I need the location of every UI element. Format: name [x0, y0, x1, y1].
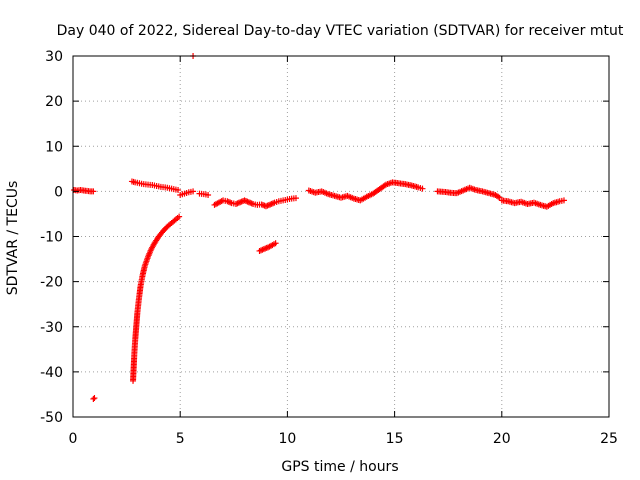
- data-point-fill: [168, 185, 175, 192]
- data-point-fill: [323, 190, 330, 197]
- data-point-fill: [555, 198, 562, 205]
- data-point-fill: [179, 191, 186, 198]
- data-point-fill: [151, 182, 158, 189]
- data-point-fill: [157, 230, 164, 237]
- y-tick-label: -50: [40, 410, 63, 426]
- data-point-fill: [265, 202, 272, 209]
- data-point-fill: [172, 186, 179, 193]
- data-point-fill: [134, 179, 141, 186]
- data-point-fill: [471, 186, 478, 193]
- y-axis-label: SDTVAR / TECUs: [5, 181, 21, 296]
- y-tick-label: 20: [45, 94, 63, 110]
- data-point-fill: [349, 194, 356, 201]
- data-point-fill: [477, 188, 484, 195]
- data-point-fill: [198, 190, 205, 197]
- x-tick-label: 25: [600, 431, 618, 447]
- data-point-fill: [259, 246, 266, 253]
- data-point-fill: [277, 197, 284, 204]
- data-point-fill: [160, 184, 167, 191]
- data-point-fill: [202, 191, 209, 198]
- x-tick-label: 20: [493, 431, 511, 447]
- data-point-fill: [154, 236, 161, 243]
- data-point-fill: [138, 180, 145, 187]
- x-tick-label: 10: [278, 431, 296, 447]
- axis-ticks: 0 5 10 15 20 25 -50 -40 -30 -20 -10 0 10 20 30: [40, 49, 618, 447]
- data-point-fill: [244, 198, 251, 205]
- data-point-fill: [144, 255, 151, 262]
- data-point-fill: [88, 188, 95, 195]
- data-point-fill: [407, 182, 414, 189]
- data-point-fill: [171, 217, 178, 224]
- data-point-fill: [282, 196, 289, 203]
- data-point-fill: [495, 193, 502, 200]
- grid-lines: [73, 56, 609, 417]
- data-point-fill: [222, 197, 229, 204]
- data-point-fill: [548, 201, 555, 208]
- data-point-fill: [558, 197, 565, 204]
- data-point-fill: [535, 201, 542, 208]
- data-point-fill: [490, 191, 497, 198]
- data-point-fill: [503, 198, 510, 205]
- y-tick-label: 0: [54, 184, 63, 200]
- data-point-fill: [329, 192, 336, 199]
- data-point-fill: [147, 181, 154, 188]
- y-tick-label: 30: [45, 49, 63, 65]
- data-point-fill: [380, 183, 387, 190]
- data-point-fill: [267, 242, 274, 249]
- data-point-fill: [147, 247, 154, 254]
- y-tick-label: -20: [40, 275, 63, 291]
- data-point-fill: [286, 196, 293, 203]
- data-point-fill: [413, 183, 420, 190]
- x-tick-label: 5: [176, 431, 185, 447]
- data-point-fill: [155, 183, 162, 190]
- x-tick-label: 15: [386, 431, 404, 447]
- data-point-fill: [417, 184, 424, 191]
- y-tick-label: -40: [40, 365, 63, 381]
- y-tick-label: -10: [40, 230, 63, 246]
- data-point: [91, 395, 98, 402]
- data-point-fill: [362, 194, 369, 201]
- data-point-fill: [235, 199, 242, 206]
- y-tick-label: 10: [45, 139, 63, 155]
- data-point-fill: [164, 184, 171, 191]
- data-point-fill: [187, 188, 194, 195]
- data-point-fill: [162, 225, 169, 232]
- data-point-fill: [458, 188, 465, 195]
- data-point-fill: [484, 189, 491, 196]
- data-point-fill: [290, 195, 297, 202]
- data-point-fill: [174, 214, 181, 221]
- data-points: [71, 53, 567, 402]
- data-point-fill: [263, 244, 270, 251]
- data-point-fill: [271, 241, 277, 248]
- data-point: [90, 395, 97, 402]
- y-tick-label: -30: [40, 320, 63, 336]
- x-tick-label: 0: [69, 431, 78, 447]
- data-point-fill: [273, 198, 280, 205]
- data-point-fill: [227, 199, 234, 206]
- data-point-fill: [374, 187, 381, 194]
- data-point-fill: [130, 178, 137, 185]
- data-point-fill: [270, 200, 277, 207]
- data-point-fill: [248, 200, 255, 207]
- data-point-fill: [183, 189, 190, 196]
- data-point-fill: [141, 264, 148, 271]
- x-axis-label: GPS time / hours: [281, 459, 398, 475]
- chart-title: Day 040 of 2022, Sidereal Day-to-day VTE…: [57, 23, 624, 39]
- data-point-fill: [139, 273, 146, 280]
